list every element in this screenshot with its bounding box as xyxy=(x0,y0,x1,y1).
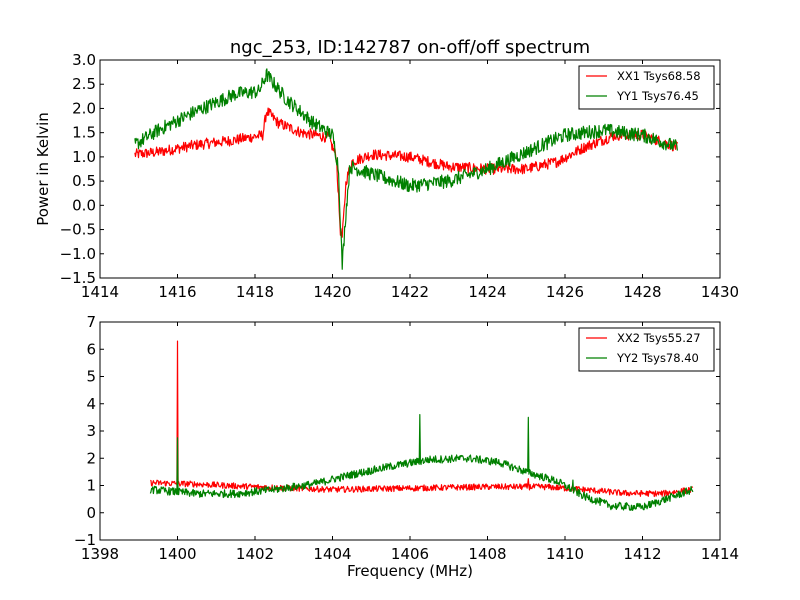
y-tick-label: 2.5 xyxy=(72,75,96,93)
x-tick-label: 1422 xyxy=(391,283,429,301)
bottom-legend-box xyxy=(578,327,715,372)
x-tick-label: 1424 xyxy=(468,283,506,301)
x-tick-label: 1398 xyxy=(81,545,119,563)
y-tick-label: 5 xyxy=(86,368,96,386)
y-tick-label: 2 xyxy=(86,449,96,467)
series-line-xx2 xyxy=(150,340,694,498)
y-tick-label: 2.0 xyxy=(72,99,96,117)
top-ticks: 1414 1416 1418 1420 1422 1424 1426 1428 1430 −1.5… xyxy=(60,51,740,301)
top-axes: 1414 1416 1418 1420 1422 1424 1426 1428 1430 −1.5… xyxy=(34,51,739,301)
y-tick-label: 0.0 xyxy=(72,196,96,214)
x-tick-label: 1400 xyxy=(158,545,196,563)
y-tick-label: 6 xyxy=(86,340,96,358)
bottom-x-axis-label: Frequency (MHz) xyxy=(347,562,473,580)
x-tick-label: 1414 xyxy=(701,545,739,563)
y-tick-label: 3 xyxy=(86,422,96,440)
top-legend-box xyxy=(578,65,715,110)
x-tick-label: 1414 xyxy=(81,283,119,301)
x-tick-label: 1408 xyxy=(468,545,506,563)
x-tick-label: 1402 xyxy=(236,545,274,563)
y-tick-label: −0.5 xyxy=(60,221,96,239)
top-y-axis-label: Power in Kelvin xyxy=(34,112,52,226)
series-line-xx1 xyxy=(134,107,678,238)
x-tick-label: 1430 xyxy=(701,283,739,301)
bottom-legend-label-xx2: XX2 Tsys55.27 xyxy=(617,331,701,345)
y-tick-label: 4 xyxy=(86,395,96,413)
x-tick-label: 1404 xyxy=(313,545,351,563)
bottom-axes: 1398 1400 1402 1404 1406 1408 1410 1412 1414 −1 0 1… xyxy=(74,313,739,580)
x-tick-label: 1418 xyxy=(236,283,274,301)
x-tick-label: 1428 xyxy=(623,283,661,301)
bottom-legend-label-yy2: YY2 Tsys78.40 xyxy=(616,351,699,365)
bottom-series-layer xyxy=(149,340,694,511)
x-tick-label: 1412 xyxy=(623,545,661,563)
top-legend: XX1 Tsys68.58 YY1 Tsys76.45 xyxy=(578,65,715,110)
top-legend-label-xx1: XX1 Tsys68.58 xyxy=(617,69,701,83)
bottom-ticks: 1398 1400 1402 1404 1406 1408 1410 1412 1414 −1 0 1… xyxy=(74,313,739,563)
top-series-layer xyxy=(134,68,678,270)
y-tick-label: −1 xyxy=(74,531,96,549)
series-line-yy1 xyxy=(134,68,678,270)
y-tick-label: 1 xyxy=(86,477,96,495)
y-tick-label: 1.0 xyxy=(72,148,96,166)
y-tick-label: 7 xyxy=(86,313,96,331)
chart-title: ngc_253, ID:142787 on-off/off spectrum xyxy=(230,37,590,58)
y-tick-label: 3.0 xyxy=(72,51,96,69)
top-legend-label-yy1: YY1 Tsys76.45 xyxy=(616,89,699,103)
x-tick-label: 1406 xyxy=(391,545,429,563)
bottom-legend: XX2 Tsys55.27 YY2 Tsys78.40 xyxy=(578,327,715,372)
y-tick-label: 1.5 xyxy=(72,124,96,142)
x-tick-label: 1420 xyxy=(313,283,351,301)
x-tick-label: 1426 xyxy=(546,283,584,301)
y-tick-label: −1.0 xyxy=(60,245,96,263)
x-tick-label: 1416 xyxy=(158,283,196,301)
y-tick-label: 0 xyxy=(86,504,96,522)
series-line-yy2 xyxy=(149,414,694,511)
y-tick-label: 0.5 xyxy=(72,172,96,190)
y-tick-label: −1.5 xyxy=(60,269,96,287)
x-tick-label: 1410 xyxy=(546,545,584,563)
